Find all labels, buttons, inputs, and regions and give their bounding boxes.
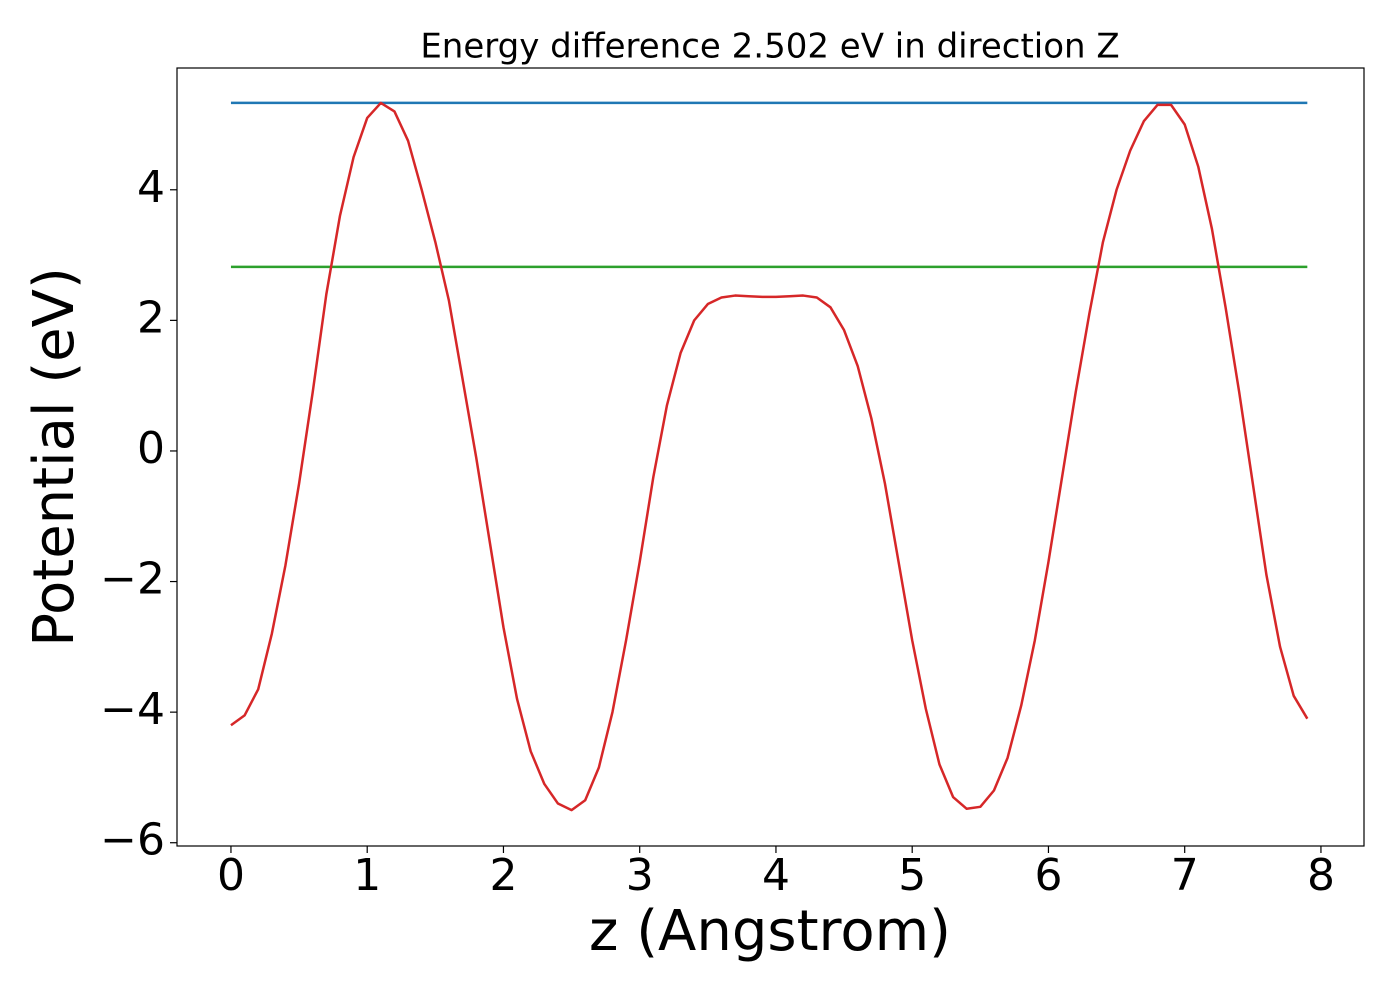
x-tick-label: 1 (353, 850, 381, 901)
y-tick-label: −6 (100, 815, 165, 866)
x-tick-label: 7 (1171, 850, 1199, 901)
x-tick-label: 3 (626, 850, 654, 901)
y-tick-label: 4 (137, 162, 165, 213)
x-axis-label: z (Angstrom) (589, 899, 951, 964)
x-tick-label: 6 (1034, 850, 1062, 901)
y-tick-label: −2 (100, 554, 165, 605)
chart-title: Energy difference 2.502 eV in direction … (420, 27, 1119, 67)
x-tick-label: 4 (762, 850, 790, 901)
y-axis-label: Potential (eV) (22, 267, 87, 647)
series-line (230, 101, 1309, 812)
x-tick-label: 2 (489, 850, 517, 901)
y-tick-label: −4 (100, 684, 165, 735)
x-tick-label: 0 (217, 850, 245, 901)
y-tick-label: 2 (137, 292, 165, 343)
x-tick-label: 8 (1307, 850, 1335, 901)
y-tick-label: 0 (137, 423, 165, 474)
plot-frame (176, 67, 1365, 847)
x-tick-label: 5 (898, 850, 926, 901)
